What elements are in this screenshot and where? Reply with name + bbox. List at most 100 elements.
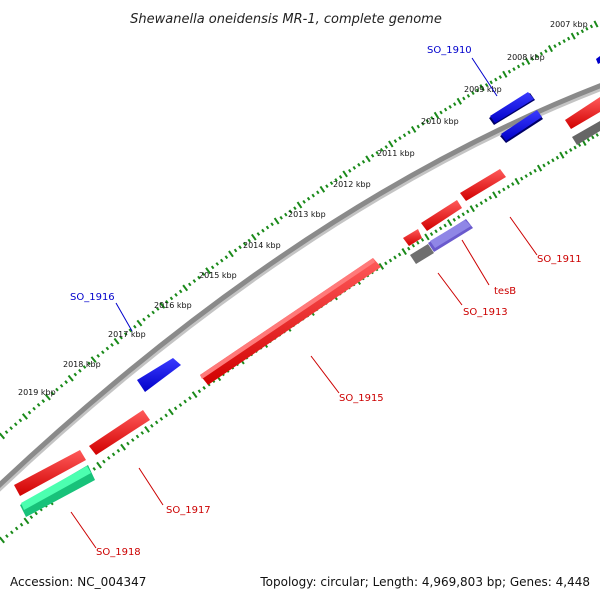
- gene-label[interactable]: SO_1913: [463, 307, 508, 318]
- gene-so-1916[interactable]: [137, 358, 181, 392]
- ruler-tick: [120, 443, 126, 451]
- ruler-tick: [293, 206, 297, 211]
- ruler-tick: [123, 332, 128, 336]
- ruler-tick: [140, 431, 144, 435]
- gene-label[interactable]: SO_1915: [339, 393, 384, 404]
- gene-partial-blue-right[interactable]: [596, 56, 600, 64]
- gene-label[interactable]: SO_1917: [166, 505, 211, 516]
- ruler-tick: [397, 252, 402, 257]
- ruler-tick: [224, 255, 229, 260]
- gene-red-small-1[interactable]: [421, 200, 462, 231]
- ruler-tick: [407, 246, 411, 251]
- ruler-tick: [238, 245, 242, 250]
- ruler-tick: [589, 24, 594, 29]
- ruler-tick: [273, 217, 280, 225]
- ruler-tick: [135, 434, 140, 439]
- ruler-tick: [82, 365, 87, 369]
- ruler-tick: [219, 258, 224, 263]
- ruler-tick: [173, 406, 178, 411]
- gene-partial-red-right[interactable]: [565, 97, 600, 129]
- ruler-tick: [90, 356, 97, 363]
- ruler-tick: [178, 289, 183, 294]
- gene-so-1917[interactable]: [89, 410, 150, 455]
- ruler-tick: [250, 233, 257, 241]
- ruler-tick: [142, 317, 146, 322]
- ruler-tick: [0, 536, 5, 544]
- ruler-tick: [265, 225, 270, 230]
- ruler-tick: [553, 44, 557, 48]
- ruler-tick: [591, 135, 595, 140]
- gene-so-1911[interactable]: [460, 169, 506, 201]
- ruler-tick: [546, 161, 551, 165]
- ruler-tick: [542, 163, 546, 168]
- gene-so-1918-rna[interactable]: [20, 465, 95, 517]
- ruler-tick: [569, 148, 573, 152]
- gene-label[interactable]: SO_1916: [70, 292, 115, 303]
- ruler-tick: [5, 534, 9, 539]
- gene-label[interactable]: SO_1911: [537, 254, 582, 265]
- gene-so-1915[interactable]: [200, 258, 381, 385]
- ruler-label: 2008 kbp: [507, 53, 545, 62]
- ruler-tick: [401, 248, 407, 256]
- ruler-tick: [144, 426, 150, 433]
- ruler-tick: [555, 155, 560, 160]
- gene-label[interactable]: SO_1918: [96, 547, 141, 558]
- ruler-tick: [577, 143, 582, 147]
- accession-text: Accession: NC_004347: [10, 575, 146, 589]
- ruler-tick: [388, 140, 394, 148]
- ruler-tick: [393, 139, 398, 143]
- ruler-tick: [233, 248, 238, 253]
- gene-features: [14, 56, 600, 517]
- topology-summary: Topology: circular; Length: 4,969,803 bp…: [259, 575, 590, 589]
- ruler-tick: [133, 324, 137, 329]
- gene-partial-gray-right[interactable]: [572, 121, 600, 145]
- ruler-tick: [379, 147, 384, 152]
- ruler-tick: [197, 275, 201, 280]
- ruler-tick: [352, 165, 357, 170]
- ruler-tick: [580, 29, 584, 34]
- gene-so-1918-red[interactable]: [14, 450, 86, 496]
- ruler-tick: [407, 130, 411, 135]
- ruler-tick: [164, 413, 168, 418]
- ruler-tick: [416, 240, 420, 245]
- ruler-tick: [462, 96, 466, 101]
- ruler-tick: [13, 422, 18, 427]
- ruler-tick: [494, 77, 498, 82]
- ruler-tick: [411, 243, 416, 248]
- ruler-tick: [559, 151, 565, 159]
- ruler-tick: [466, 93, 471, 98]
- ruler-tick: [288, 209, 293, 214]
- ruler-tick: [448, 104, 452, 109]
- gene-so-1913[interactable]: [410, 244, 434, 264]
- ruler-tick: [497, 190, 501, 195]
- ruler-tick: [67, 374, 74, 382]
- ruler-tick: [105, 346, 110, 351]
- ruler-tick: [388, 258, 393, 263]
- ruler-tick: [506, 184, 510, 189]
- ruler-tick: [159, 417, 164, 421]
- ruler-tick: [433, 111, 440, 119]
- ruler-tick: [516, 64, 521, 69]
- gene-so-1910-a[interactable]: [489, 92, 535, 125]
- ruler-tick: [421, 121, 425, 126]
- ruler-tick: [398, 136, 402, 141]
- ruler-tick: [528, 171, 533, 176]
- ruler-tick: [96, 461, 102, 469]
- ruler-tick: [520, 176, 524, 181]
- ruler-tick: [316, 190, 320, 195]
- ruler-tick: [334, 178, 338, 182]
- gene-label[interactable]: SO_1910: [427, 45, 472, 56]
- gene-tesb[interactable]: [428, 219, 473, 252]
- ruler-tick: [384, 261, 388, 266]
- ruler-tick: [576, 31, 580, 36]
- ruler-tick: [168, 408, 174, 416]
- ruler-tick: [530, 56, 534, 61]
- gene-red-small-2[interactable]: [403, 229, 422, 246]
- ruler-tick: [21, 413, 28, 420]
- gene-label[interactable]: tesB: [494, 286, 516, 297]
- gene-so-1910-b[interactable]: [500, 110, 543, 143]
- ruler-tick: [416, 124, 420, 129]
- ruler-tick: [188, 396, 192, 400]
- ruler-tick: [443, 223, 447, 228]
- ruler-tick: [215, 262, 219, 266]
